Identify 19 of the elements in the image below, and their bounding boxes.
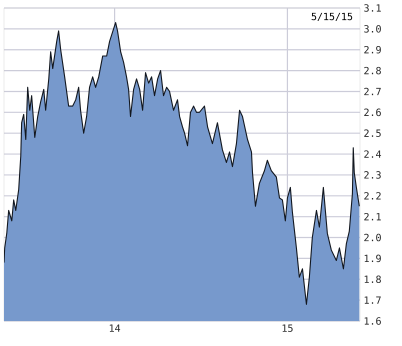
annotation: 5/15/15: [312, 12, 352, 22]
y-tick-label: 2.9: [364, 46, 381, 54]
y-tick-label: 2.5: [364, 129, 381, 137]
x-tick-label: 14: [110, 324, 120, 332]
y-tick-label: 2.4: [364, 150, 382, 158]
y-tick-label: 2.0: [364, 234, 381, 242]
y-tick-label: 2.7: [364, 88, 381, 96]
x-tick-label: 15: [282, 324, 293, 332]
y-tick-label: 3.0: [364, 25, 381, 33]
y-tick-label: 2.6: [364, 108, 381, 116]
y-tick-label: 2.8: [364, 66, 381, 74]
y-tick-label: 3.1: [364, 4, 381, 12]
y-tick-label: 2.3: [364, 171, 381, 179]
y-tick-label: 1.7: [364, 296, 381, 304]
y-tick-label: 1.8: [364, 275, 381, 284]
y-tick-label: 1.6: [364, 317, 381, 325]
y-tick-label: 1.9: [364, 254, 381, 262]
y-tick-label: 2.2: [364, 192, 381, 200]
y-tick-label: 2.1: [364, 212, 381, 220]
